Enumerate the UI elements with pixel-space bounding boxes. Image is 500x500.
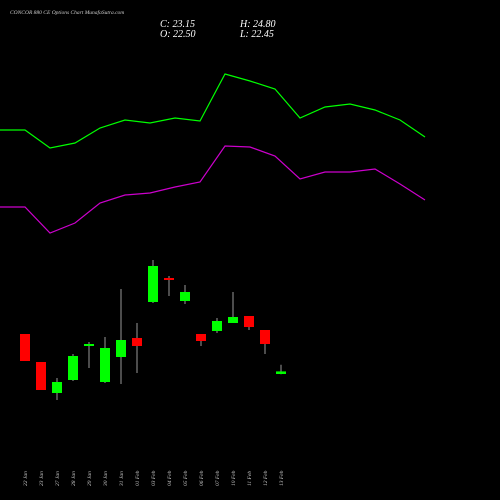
indicator-line [0,73,426,149]
x-tick-label: 07 Feb [215,470,221,486]
candle-body [212,321,222,331]
candle-body [180,292,190,301]
x-tick-label: 11 Feb [247,471,253,486]
open-label: O: 22.50 [160,29,196,40]
candle-body [164,278,174,280]
x-tick-label: 28 Jan [71,471,77,486]
candle-body [132,338,142,346]
candle-body [84,344,94,346]
candle-body [36,362,46,390]
candle-body [244,316,254,327]
x-tick-label: 31 Jan [119,471,125,487]
chart-title: CONCOR 880 CE Options Chart MunafaSutra.… [10,9,124,16]
x-tick-label: 23 Jan [39,471,45,486]
high-label: H: 24.80 [239,19,276,30]
x-tick-label: 12 Feb [263,470,269,486]
x-tick-label: 29 Jan [87,471,93,486]
candle-body [100,348,110,382]
low-label: L: 22.45 [239,29,274,40]
x-tick-label: 22 Jan [23,471,29,486]
candle-body [196,334,206,341]
candle-body [260,330,270,344]
close-label: C: 23.15 [160,19,195,30]
candle-body [148,266,158,302]
indicator-line [0,145,426,234]
x-tick-label: 04 Feb [166,470,173,486]
x-tick-label: 10 Feb [231,470,237,486]
candle-body [68,356,78,380]
candle-body [116,340,126,357]
x-tick-label: 06 Feb [199,470,205,486]
x-tick-label: 03 Feb [151,470,157,486]
x-tick-label: 13 Feb [279,470,285,486]
candle-body [228,317,238,323]
x-tick-label: 30 Jan [103,471,109,487]
x-tick-label: 05 Feb [183,470,189,486]
candle-body [20,334,30,361]
x-tick-label: 01 Feb [135,470,141,486]
candle-body [276,371,286,374]
candle-body [52,382,62,393]
x-tick-label: 27 Jan [55,471,61,486]
